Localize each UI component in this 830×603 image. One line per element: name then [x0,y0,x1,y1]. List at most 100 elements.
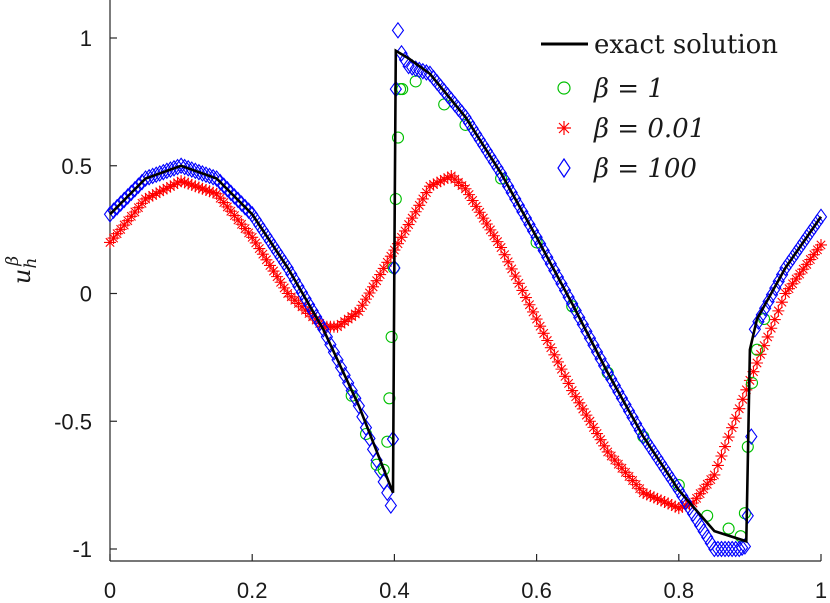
data-point-asterisk [438,173,451,186]
data-point-asterisk [189,180,202,193]
data-point-asterisk [815,238,827,251]
data-point-asterisk [751,356,764,369]
data-point-asterisk [509,270,522,283]
legend-circle-icon [557,81,571,95]
data-point-diamond [580,322,593,340]
data-point-diamond [288,271,302,289]
data-point-asterisk [278,281,291,294]
data-point-diamond [537,242,550,260]
data-point-asterisk [559,370,572,383]
data-point-asterisk [185,178,198,191]
data-point-diamond [569,302,582,320]
data-point-asterisk [569,390,582,403]
data-point-diamond [782,254,796,272]
data-point-asterisk [160,182,173,195]
data-point-asterisk [495,241,508,254]
data-point-asterisk [701,478,714,491]
data-point-asterisk [669,500,682,513]
data-point-diamond [715,540,728,558]
data-point-asterisk [733,402,746,415]
data-point-asterisk [114,223,127,236]
data-point-diamond [594,350,607,368]
data-point-asterisk [199,184,212,197]
data-point-asterisk [217,196,230,209]
y-tick-label: 1 [80,26,92,51]
data-point-asterisk [541,334,554,347]
data-point-asterisk [111,227,124,240]
data-point-asterisk [697,482,710,495]
data-point-diamond [701,528,714,546]
data-point-circle [745,376,759,389]
data-point-diamond [505,184,518,202]
data-point-asterisk [640,488,653,501]
data-point-diamond [590,343,604,361]
x-tick-label: 0.6 [521,578,552,603]
data-point-asterisk [662,497,675,510]
data-point-asterisk [263,259,276,272]
data-point-asterisk [146,189,159,202]
data-point-diamond [310,308,323,326]
data-point-asterisk [150,187,163,200]
data-point-diamond [292,277,305,295]
data-point-diamond [800,228,813,246]
data-point-asterisk [239,222,252,235]
data-point-diamond [676,487,689,505]
data-point-asterisk [544,341,557,354]
data-point-asterisk [253,242,266,255]
data-point-asterisk [594,433,607,446]
data-point-diamond [555,275,568,293]
data-point-asterisk [171,176,184,189]
data-point-diamond [327,343,341,361]
data-point-asterisk [182,177,195,190]
data-point-asterisk [747,365,760,378]
data-point-asterisk [519,291,532,304]
data-point-asterisk [591,427,604,440]
data-point-diamond [302,296,316,314]
data-point-asterisk [409,205,422,218]
data-point-diamond [573,309,586,326]
data-point-asterisk [221,200,234,213]
data-point-asterisk [786,277,799,290]
data-point-diamond [622,402,636,420]
data-point-diamond [391,21,405,39]
data-point-asterisk [480,218,493,231]
data-point-asterisk [363,286,376,299]
data-point-asterisk [566,384,579,397]
data-point-asterisk [139,192,152,205]
plot-area: 0 0.2 0.4 0.6 0.8 1 -1 -0.5 0 0.5 1 [54,0,828,603]
data-point-asterisk [797,263,810,276]
data-point-diamond [804,223,817,241]
data-point-diamond [562,288,575,306]
data-point-asterisk [167,178,180,191]
data-point-asterisk [537,327,550,340]
data-point-asterisk [694,487,707,500]
data-point-asterisk [758,339,771,352]
y-tick-label: -1 [72,537,92,562]
x-tick-label: 0.4 [379,578,410,603]
data-point-asterisk [534,320,547,333]
data-point-asterisk [420,186,433,199]
data-point-asterisk [726,421,739,434]
data-point-asterisk [470,200,483,213]
legend: exact solution β = 1 β = 0.01 β = 100 [541,30,778,184]
data-point-diamond [722,540,735,558]
data-point-asterisk [157,184,170,197]
data-point-asterisk [530,313,543,326]
data-point-asterisk [434,175,447,188]
exact-solution-line [109,48,823,544]
data-point-asterisk [576,402,589,415]
data-point-asterisk [143,191,156,204]
data-point-diamond [306,302,319,320]
data-point-asterisk [722,431,735,444]
data-point-diamond [752,313,765,331]
data-point-asterisk [228,209,241,222]
data-point-diamond [416,62,430,80]
data-point-diamond [769,279,782,297]
data-point-asterisk [651,492,664,505]
data-point-diamond [509,190,522,208]
legend-diamond-icon [557,157,571,179]
data-point-diamond [793,239,806,256]
data-point-diamond [345,382,358,400]
data-point-asterisk [121,214,134,227]
